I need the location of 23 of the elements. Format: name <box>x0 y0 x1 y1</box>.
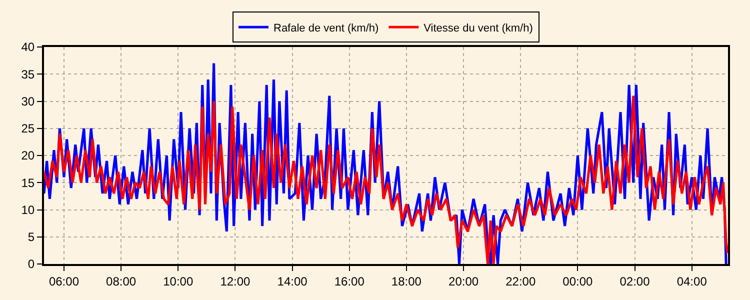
y-tick-label: 35 <box>21 67 35 82</box>
legend-label: Rafale de vent (km/h) <box>274 22 379 34</box>
x-tick-label: 04:00 <box>676 274 708 288</box>
x-tick-label: 14:00 <box>277 274 308 288</box>
y-tick-label: 25 <box>21 122 35 136</box>
x-tick-label: 00:00 <box>562 274 594 288</box>
x-tick-label: 06:00 <box>48 274 80 288</box>
x-tick-label: 22:00 <box>506 274 536 288</box>
x-tick-label: 08:00 <box>106 274 136 288</box>
x-tick-label: 10:00 <box>163 274 194 288</box>
legend-label: Vitesse du vent (km/h) <box>424 22 533 34</box>
y-tick-label: 40 <box>21 40 35 54</box>
x-tick-label: 12:00 <box>220 274 251 288</box>
y-tick-label: 30 <box>21 94 35 108</box>
x-tick-label: 20:00 <box>448 274 479 288</box>
x-tick-label: 16:00 <box>334 274 365 288</box>
x-tick-label: 02:00 <box>620 274 650 288</box>
y-tick-label: 0 <box>28 257 35 272</box>
y-tick-label: 10 <box>21 202 35 217</box>
y-tick-label: 20 <box>21 148 35 163</box>
y-tick-label: 5 <box>28 230 35 244</box>
x-tick-label: 18:00 <box>391 274 422 288</box>
y-tick-label: 15 <box>21 176 35 190</box>
